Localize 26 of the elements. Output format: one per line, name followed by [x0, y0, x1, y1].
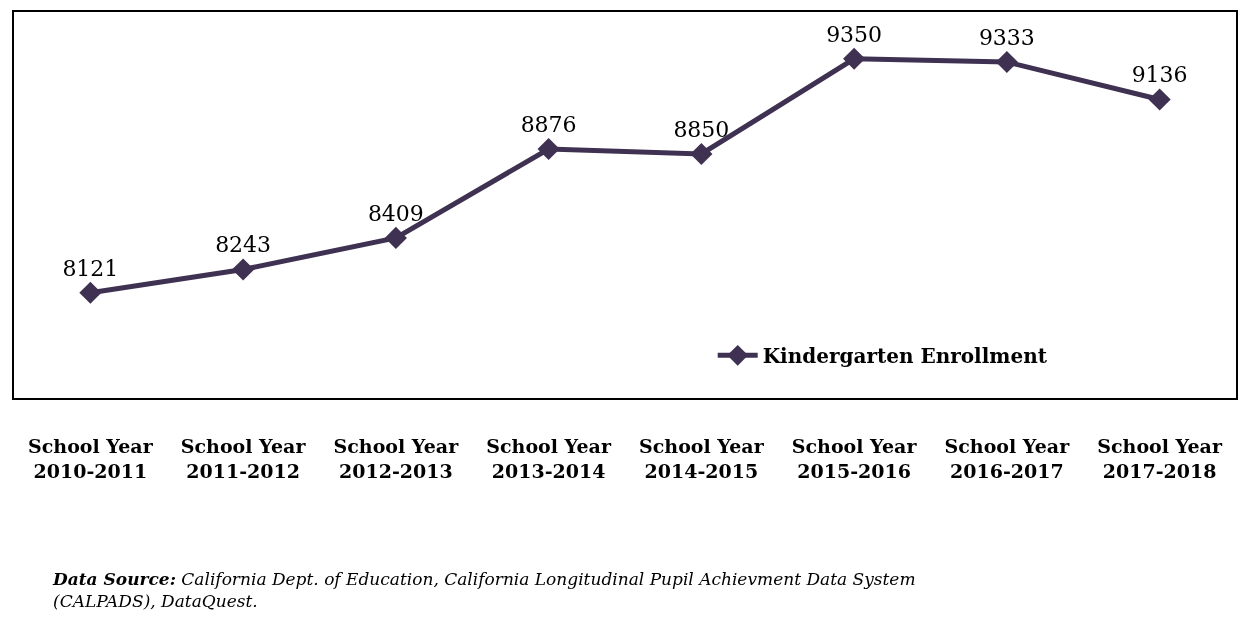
x-tick-label: School Year 2016-2017 — [944, 434, 1071, 482]
x-tick-label: School Year 2017-2018 — [1097, 434, 1223, 482]
point — [843, 47, 866, 70]
point — [384, 226, 407, 249]
source-note: Data Source: California Dept. of Education, California Longitudinal Pupil Achievment Data System (CALPADS), DataQuest. — [52, 569, 916, 612]
x-tick-label: School Year 2012-2013 — [333, 434, 460, 482]
point — [690, 142, 713, 166]
x-tick-label: School Year 2010-2011 — [28, 434, 154, 482]
data-label: 9333 — [978, 24, 1035, 50]
data-label: 9350 — [826, 21, 883, 47]
data-label: 8243 — [215, 232, 272, 258]
point — [232, 258, 255, 281]
point — [995, 50, 1018, 74]
data-label: 8121 — [62, 255, 119, 281]
x-tick-label: School Year 2013-2014 — [486, 434, 612, 482]
legend-label: Kindergarten Enrollment — [762, 344, 1048, 369]
x-tick-label: School Year 2015-2016 — [791, 434, 918, 482]
data-label: 8876 — [520, 111, 577, 137]
point — [537, 137, 560, 161]
data-label: 9136 — [1131, 62, 1188, 88]
x-tick-label: School Year 2014-2015 — [639, 434, 765, 482]
x-tick-label: School Year 2011-2012 — [180, 434, 307, 482]
data-label: 8409 — [367, 200, 424, 226]
data-label: 8850 — [673, 116, 730, 142]
point — [1148, 88, 1171, 111]
point — [79, 281, 102, 304]
